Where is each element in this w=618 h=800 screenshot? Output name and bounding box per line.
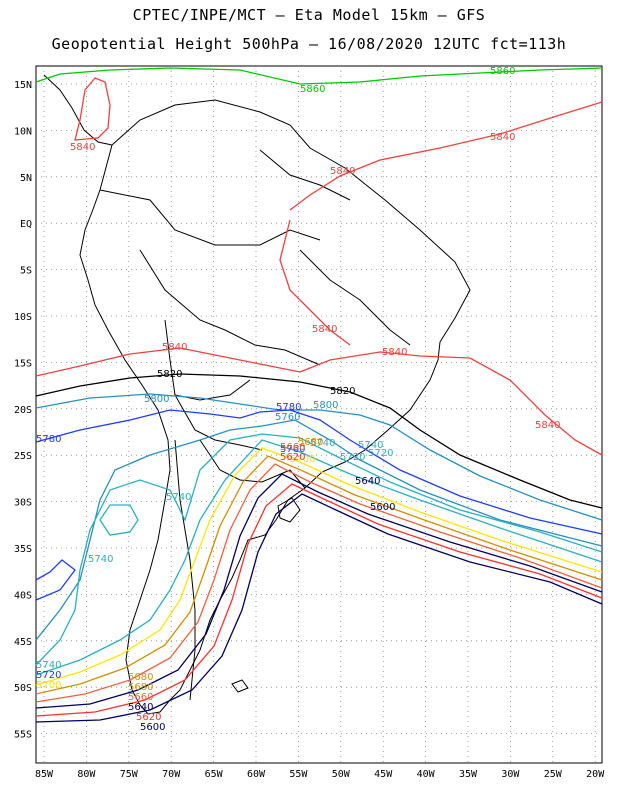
contour-value-label: 5620 (280, 452, 305, 463)
contour-value-label: 5640 (128, 702, 153, 713)
contour-value-label: 5660 (128, 692, 153, 703)
lon-tick-label: 20W (586, 769, 605, 780)
lon-tick-label: 30W (501, 769, 520, 780)
contour-5600 (35, 493, 603, 723)
contour-value-label: 5700 (36, 680, 61, 691)
contour-value-label: 5600 (140, 722, 165, 733)
lon-tick-label: 70W (162, 769, 181, 780)
contour-value-label: 5700 (290, 454, 315, 465)
chart-title-line2: Geopotential Height 500hPa – 16/08/2020 … (51, 35, 567, 53)
lat-tick-label: 15N (14, 80, 32, 91)
lat-tick-label: 25S (14, 451, 32, 462)
lon-tick-label: 50W (332, 769, 351, 780)
graticule (36, 66, 602, 763)
contour-value-label: 5720 (36, 670, 61, 681)
contour-value-label: 5800 (144, 394, 169, 405)
contour-5840-loop (74, 77, 111, 141)
contour-5780 (35, 409, 603, 535)
contour-5840-mid (35, 347, 603, 456)
contour-value-label: 5740 (88, 554, 113, 565)
central-america-coast (43, 74, 113, 146)
lat-tick-label: 5N (20, 173, 32, 184)
contour-5680 (35, 455, 603, 695)
lat-tick-label: 50S (14, 683, 32, 694)
map-frame (35, 65, 603, 764)
contour-5760 (35, 419, 603, 641)
contour-value-label: 5860 (300, 84, 325, 95)
contour-value-label: 5820 (330, 386, 355, 397)
lat-tick-label: 45S (14, 637, 32, 648)
contour-5860 (35, 67, 603, 85)
contour-value-label: 5620 (136, 712, 161, 723)
lat-tick-label: 30S (14, 498, 32, 509)
lat-tick-label: 20S (14, 405, 32, 416)
contour-5740-loop (99, 504, 139, 536)
contour-5720 (35, 439, 603, 676)
contour-value-label: 5820 (157, 369, 182, 380)
lon-tick-label: 35W (459, 769, 478, 780)
contour-value-label: 5780 (36, 434, 61, 445)
axis-labels: 85W 80W 75W 70W 65W 60W 55W 50W 45W 40W 35W 30W 25W 2… (14, 80, 605, 780)
contour-value-label: 5740 (310, 438, 335, 449)
contour-5820 (35, 373, 603, 509)
contour-value-label: 5740 (36, 660, 61, 671)
lon-tick-label: 80W (77, 769, 96, 780)
contour-value-label: 5660 (280, 442, 305, 453)
contour-5640 (35, 473, 603, 709)
contour-value-label: 5840 (490, 132, 515, 143)
contour-5840-north (289, 101, 603, 211)
contour-lines (35, 67, 603, 723)
contour-value-label: 5740 (166, 492, 191, 503)
lon-tick-label: 60W (247, 769, 266, 780)
lon-tick-label: 55W (289, 769, 308, 780)
lon-tick-label: 65W (205, 769, 224, 780)
contour-value-label: 5640 (355, 476, 380, 487)
lon-tick-label: 45W (374, 769, 393, 780)
contour-value-label: 5800 (313, 400, 338, 411)
lat-tick-label: 5S (20, 266, 32, 277)
lat-tick-label: 55S (14, 730, 32, 741)
contour-value-label: 5840 (162, 342, 187, 353)
contour-value-label: 5760 (275, 412, 300, 423)
contour-value-label: 5680 (298, 437, 323, 448)
contour-value-label: 5840 (330, 166, 355, 177)
contour-value-label: 5720 (368, 448, 393, 459)
contour-value-label: 5840 (70, 142, 95, 153)
contour-value-label: 5840 (312, 324, 337, 335)
contour-value-label: 5680 (128, 672, 153, 683)
contour-5740 (35, 433, 603, 666)
lon-tick-label: 75W (120, 769, 139, 780)
contour-value-label: 5840 (535, 420, 560, 431)
lon-tick-label: 85W (35, 769, 54, 780)
contour-5660 (35, 463, 603, 703)
lat-tick-label: EQ (20, 219, 32, 230)
contour-5700 (35, 447, 603, 686)
lat-tick-label: 15S (14, 358, 32, 369)
contour-value-label: 5600 (370, 502, 395, 513)
contour-value-label: 5780 (276, 402, 301, 413)
contour-5620 (35, 483, 603, 717)
contour-value-label: 5840 (382, 347, 407, 358)
lat-tick-label: 10N (14, 126, 32, 137)
contour-value-label: 5860 (490, 66, 515, 77)
lon-tick-label: 25W (544, 769, 563, 780)
contour-value-label: 5680 (128, 682, 153, 693)
contour-5800 (35, 393, 603, 521)
south-america-outline (79, 99, 471, 715)
chart-title-line1: CPTEC/INPE/MCT – Eta Model 15km – GFS (132, 6, 486, 24)
lat-tick-label: 35S (14, 544, 32, 555)
contour-value-labels: 5860 5860 5840 5840 5840 5840 5840 5840 5840 5820… (36, 66, 560, 733)
lon-tick-label: 40W (417, 769, 436, 780)
contour-value-label: 5720 (340, 452, 365, 463)
contour-value-label: 5740 (358, 440, 383, 451)
contour-value-label: 5760 (280, 444, 305, 455)
lat-tick-label: 40S (14, 590, 32, 601)
lat-tick-label: 10S (14, 312, 32, 323)
